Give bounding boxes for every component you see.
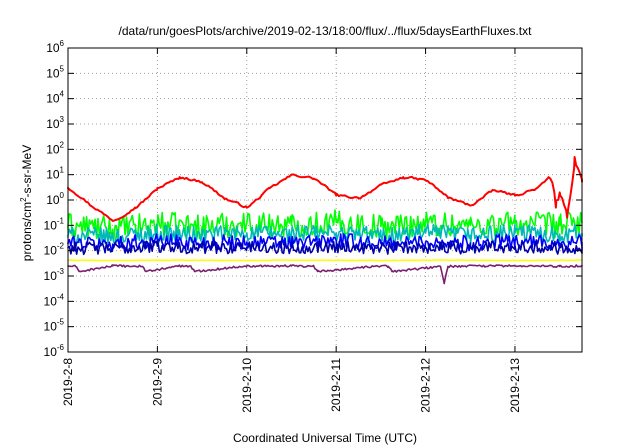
y-tick-label: 10-6 <box>44 343 65 359</box>
y-tick-label-base: 10 <box>46 117 60 131</box>
y-tick-label-exponent: -1 <box>57 216 65 225</box>
y-axis-title-suffix: -s-sr-MeV <box>20 145 34 198</box>
y-tick-label-exponent: -3 <box>57 267 65 276</box>
series-line-4 <box>67 239 583 256</box>
x-tick-label: 2019-2-11 <box>329 358 343 412</box>
y-tick-label-exponent: -4 <box>57 292 65 301</box>
y-axis-title-prefix: protons/cm <box>20 202 34 261</box>
x-ticks: 2019-2-8 2019-2-9 2019-2-10 2019-2-11 2019-2… <box>61 48 522 413</box>
series-layer <box>67 156 583 285</box>
x-tick-label: 2019-2-10 <box>240 358 254 413</box>
y-tick-label-base: 10 <box>46 41 60 55</box>
y-tick-label-base: 10 <box>44 320 58 334</box>
y-tick-label-base: 10 <box>46 66 60 80</box>
y-tick-label-exponent: 2 <box>60 140 65 149</box>
y-tick-label-exponent: 5 <box>60 64 65 73</box>
y-tick-label-exponent: 3 <box>60 115 65 124</box>
series-line-6 <box>67 264 583 285</box>
y-tick-label-base: 10 <box>46 168 60 182</box>
y-tick-label-exponent: 0 <box>60 191 65 200</box>
y-axis-title-exponent: 2 <box>19 197 28 202</box>
x-tick-label: 2019-2-12 <box>419 358 433 413</box>
series-line-0 <box>67 156 583 222</box>
y-tick-label: 104 <box>46 90 64 106</box>
y-tick-label-base: 10 <box>46 142 60 156</box>
y-tick-label: 102 <box>46 140 64 156</box>
x-tick-label: 2019-2-9 <box>150 358 164 406</box>
y-tick-label-exponent: 4 <box>60 90 65 99</box>
y-tick-label-exponent: 6 <box>60 39 65 48</box>
y-tick-label: 10-3 <box>44 267 65 283</box>
y-tick-label: 100 <box>46 191 64 207</box>
y-tick-label: 10-5 <box>44 318 65 334</box>
x-tick-label: 2019-2-13 <box>508 358 522 413</box>
y-tick-label: 103 <box>46 115 64 131</box>
y-tick-label-base: 10 <box>44 269 58 283</box>
y-tick-label-exponent: -2 <box>57 242 65 251</box>
y-tick-label-base: 10 <box>46 193 60 207</box>
y-axis-title: protons/cm2-s-sr-MeV <box>19 145 34 261</box>
y-tick-label-exponent: 1 <box>60 166 65 175</box>
chart-title: /data/run/goesPlots/archive/2019-02-13/1… <box>119 24 533 38</box>
y-tick-label-base: 10 <box>44 294 58 308</box>
x-tick-label: 2019-2-8 <box>61 358 75 406</box>
y-tick-label-exponent: -5 <box>57 318 65 327</box>
y-tick-label: 105 <box>46 64 64 80</box>
y-tick-label-base: 10 <box>44 345 58 359</box>
y-tick-label-base: 10 <box>44 218 58 232</box>
y-tick-label-base: 10 <box>46 92 60 106</box>
y-tick-label-exponent: -6 <box>57 343 65 352</box>
series-line-5 <box>68 259 583 262</box>
y-tick-label: 10-2 <box>44 242 65 258</box>
y-ticks: 10-610-510-410-310-210-11001011021031041… <box>44 39 582 359</box>
series-line-2 <box>67 223 583 246</box>
y-tick-label-base: 10 <box>44 244 58 258</box>
x-axis-title: Coordinated Universal Time (UTC) <box>233 431 417 445</box>
y-tick-label: 101 <box>46 166 64 182</box>
y-tick-label: 10-1 <box>44 216 65 232</box>
y-tick-label: 10-4 <box>44 292 65 308</box>
y-tick-label: 106 <box>46 39 64 55</box>
